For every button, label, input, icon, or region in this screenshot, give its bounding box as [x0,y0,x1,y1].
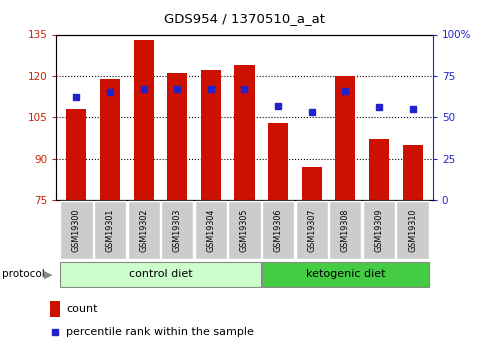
Text: GDS954 / 1370510_a_at: GDS954 / 1370510_a_at [163,12,325,25]
Text: ▶: ▶ [43,269,52,279]
Bar [328,201,361,259]
Text: GSM19302: GSM19302 [139,208,148,252]
Text: GSM19304: GSM19304 [206,209,215,252]
Text: count: count [66,304,98,314]
Bar [133,40,153,200]
Bar [267,123,287,200]
Bar [60,201,92,259]
Bar [66,109,86,200]
Bar [201,70,221,200]
Text: GSM19308: GSM19308 [340,209,349,252]
Text: protocol: protocol [2,269,45,279]
Text: GSM19306: GSM19306 [273,209,282,252]
Text: control diet: control diet [128,269,192,279]
Bar [60,262,260,287]
Bar [368,139,388,200]
Bar [362,201,394,259]
Bar [94,201,126,259]
Bar [262,262,428,287]
Bar [194,201,226,259]
Text: GSM19305: GSM19305 [240,208,248,252]
Text: GSM19300: GSM19300 [72,209,81,252]
Text: GSM19303: GSM19303 [172,209,182,252]
Bar [335,76,355,200]
Text: GSM19307: GSM19307 [306,208,316,252]
Bar [100,79,120,200]
Bar [301,167,321,200]
Text: GSM19309: GSM19309 [374,208,383,252]
Bar [295,201,327,259]
Bar [396,201,428,259]
Bar [262,201,294,259]
Text: GSM19301: GSM19301 [105,209,114,252]
Text: percentile rank within the sample: percentile rank within the sample [66,327,254,337]
Bar [167,73,187,200]
Bar [161,201,193,259]
Bar [127,201,160,259]
Bar [234,65,254,200]
Text: ketogenic diet: ketogenic diet [305,269,385,279]
Bar [228,201,260,259]
Text: GSM19310: GSM19310 [407,209,416,252]
Bar [402,145,422,200]
Bar [50,301,60,317]
